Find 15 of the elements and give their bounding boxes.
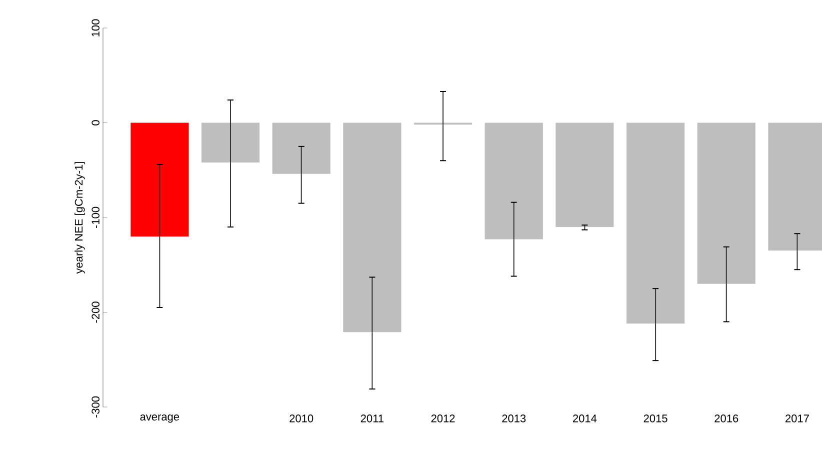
y-axis-title: yearly NEE [gCm-2y-1]	[74, 162, 85, 274]
x-tick-label: 2015	[644, 414, 668, 422]
x-tick-label: 2017	[786, 414, 809, 422]
x-tick-label: 2012	[431, 414, 455, 422]
x-tick-label: 2016	[714, 414, 738, 422]
y-tick-label: -300	[92, 396, 100, 418]
x-tick-label: 2010	[290, 414, 314, 422]
x-tick-label: 2013	[502, 414, 526, 422]
x-tick-label: 2011	[360, 414, 384, 422]
x-tick-label: 2014	[573, 414, 597, 422]
y-tick-label: -100	[92, 206, 100, 228]
y-tick-label: 0	[92, 120, 100, 126]
y-tick-label: -200	[92, 302, 100, 323]
y-tick-label: 100	[92, 19, 100, 36]
x-tick-label: average	[140, 414, 180, 423]
